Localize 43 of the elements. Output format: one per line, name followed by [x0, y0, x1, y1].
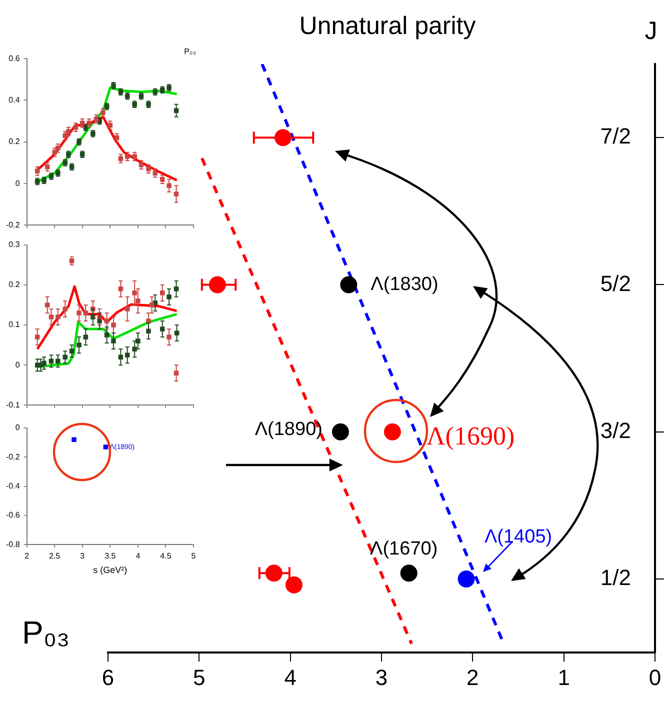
x-tick-label: 5	[191, 552, 196, 561]
x-tick-label: 0	[648, 664, 662, 690]
y-tick-label: 1/2	[600, 565, 631, 590]
y-tick-label: 7/2	[600, 124, 631, 149]
y-tick-label: -0.4	[6, 482, 20, 491]
x-tick-label: 1	[558, 664, 570, 690]
y-tick-label: -0.1	[6, 400, 20, 410]
y-tick-label: 5/2	[600, 270, 631, 296]
x-tick-label: 2	[466, 664, 479, 690]
y-tick-label: 0.1	[8, 320, 20, 330]
y-tick-label: 0.2	[8, 280, 20, 290]
y-tick-label: 0.2	[8, 137, 20, 146]
text: P₀₃	[22, 614, 70, 650]
chart-title: Unnatural parity	[299, 12, 476, 40]
y-tick-label: -0.2	[6, 452, 20, 462]
y-tick-label: -0.6	[6, 510, 20, 520]
x-tick-label: 3.5	[104, 552, 116, 561]
y-tick-label: 0.6	[8, 54, 20, 63]
y-axis-title: J	[644, 16, 658, 45]
y-tick-label: -0.8	[6, 540, 20, 549]
x-axis-title: s (GeV²)	[93, 565, 128, 576]
y-tick-label: 0.3	[8, 240, 20, 250]
annotation: Λ(1670)	[370, 538, 438, 560]
x-tick-label: 6	[102, 664, 114, 690]
x-tick-label: 4	[284, 664, 296, 690]
y-tick-label: -0.2	[6, 220, 20, 230]
annotation: Λ(1830)	[370, 274, 438, 295]
y-tick-label: 0.4	[8, 95, 20, 104]
x-tick-label: 3	[80, 552, 86, 561]
annotation: Λ(1690)	[426, 422, 515, 451]
x-tick-label: 2.5	[49, 552, 61, 561]
x-tick-label: 2	[24, 552, 30, 561]
annotation: Λ(1890)	[254, 419, 322, 440]
y-tick-label: 0	[15, 178, 20, 188]
x-tick-label: 4	[136, 552, 141, 561]
chart-title: P₀₃	[184, 47, 196, 56]
x-tick-label: 5	[193, 664, 206, 690]
x-tick-label: 4.5	[160, 552, 172, 561]
annotation: Λ(1405)	[484, 526, 552, 548]
x-tick-label: 3	[375, 664, 388, 690]
y-tick-label: 0	[15, 423, 20, 432]
y-tick-label: 3/2	[600, 418, 631, 443]
y-tick-label: 0	[15, 360, 20, 370]
